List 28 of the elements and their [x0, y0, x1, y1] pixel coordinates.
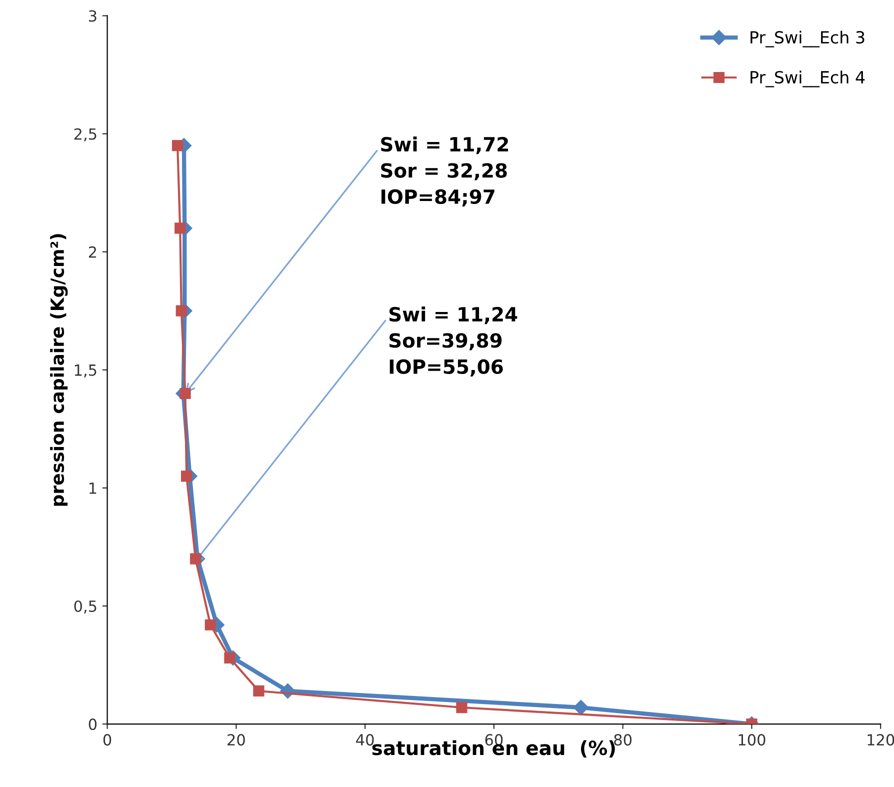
point: [224, 652, 236, 664]
annotation: Swi = 11,72 Sor = 32,28 IOP=84;97: [381, 136, 508, 207]
point: [573, 700, 588, 716]
legend-label: Pr_Swi__Ech 4: [750, 70, 865, 88]
x-tick-label: 60: [485, 734, 503, 746]
y-tick-label: 1,5: [74, 364, 96, 378]
x-tick-label: 100: [738, 734, 766, 746]
point: [253, 685, 264, 697]
point: [456, 702, 468, 714]
y-tick-label: 3: [89, 10, 96, 22]
point: [172, 140, 184, 152]
y-tick-label: 2,5: [74, 128, 96, 142]
y-tick-label: 0,5: [74, 600, 96, 614]
point: [174, 222, 186, 234]
legend-label: Pr_Swi__Ech 3: [750, 30, 864, 48]
point: [180, 470, 192, 482]
y-tick-label: 2: [88, 246, 96, 258]
y-axis-title: pression capilaire (Kg/cm²): [50, 234, 68, 506]
y-tick-label: 1: [90, 482, 96, 494]
annotation: Swi = 11,24 Sor=39,89 IOP=55,06: [389, 306, 518, 376]
point: [204, 619, 216, 630]
x-tick-label: 40: [356, 734, 374, 746]
x-tick-label: 80: [614, 734, 632, 746]
y-tick-label: 0: [88, 718, 97, 730]
point: [176, 305, 187, 316]
x-tick-label: 0: [103, 734, 112, 746]
x-tick-label: 120: [868, 734, 894, 746]
x-tick-label: 20: [228, 734, 245, 746]
